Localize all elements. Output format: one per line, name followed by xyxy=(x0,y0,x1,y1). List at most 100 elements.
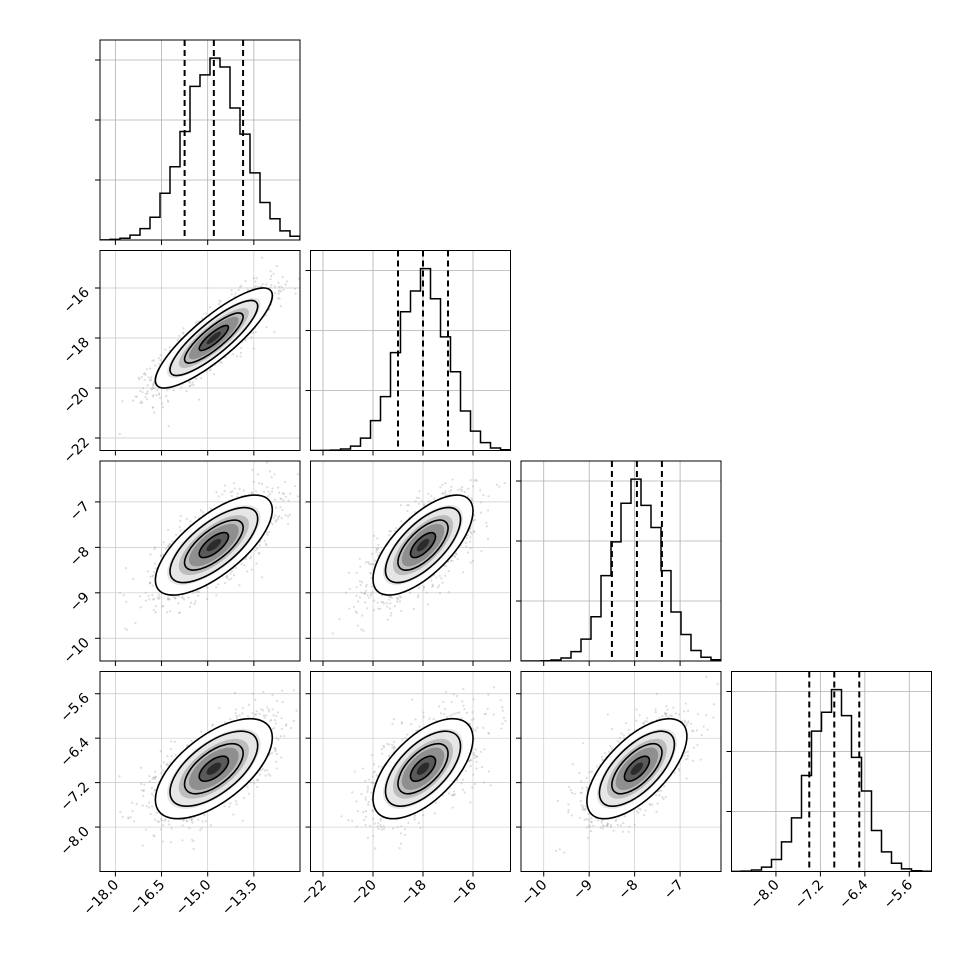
scatter-point xyxy=(415,496,419,499)
scatter-point xyxy=(389,530,392,533)
scatter-point xyxy=(151,384,155,387)
scatter-point xyxy=(271,708,274,711)
scatter-point xyxy=(217,583,220,586)
contour-3 xyxy=(154,494,274,596)
scatter-point xyxy=(282,288,285,291)
scatter-point xyxy=(377,547,380,550)
scatter-point xyxy=(169,610,172,613)
scatter-point xyxy=(408,591,412,594)
scatter-point xyxy=(152,382,155,385)
scatter-point xyxy=(162,769,165,773)
scatter-point xyxy=(191,381,195,384)
scatter-point xyxy=(174,597,177,600)
scatter-point xyxy=(166,399,169,402)
scatter-point xyxy=(453,555,457,558)
scatter-point xyxy=(364,591,367,595)
scatter-point xyxy=(261,256,264,259)
scatter-point xyxy=(151,395,154,398)
scatter-point xyxy=(267,530,271,534)
scatter-point xyxy=(153,548,156,551)
scatter-point xyxy=(179,514,182,517)
scatter-point xyxy=(254,280,257,283)
scatter-point xyxy=(157,392,161,395)
scatter-point xyxy=(456,558,459,561)
scatter-point xyxy=(275,714,278,718)
scatter-point xyxy=(319,442,321,444)
scatter-point xyxy=(229,491,232,494)
scatter-point xyxy=(118,591,122,594)
scatter-point xyxy=(398,595,401,598)
scatter-point xyxy=(365,583,368,586)
scatter-point xyxy=(480,549,483,553)
scatter-point xyxy=(388,595,391,598)
scatter-point xyxy=(271,727,274,731)
scatter-point xyxy=(239,355,242,358)
scatter-point xyxy=(274,514,277,517)
panel-frame xyxy=(310,460,511,662)
scatter-point xyxy=(215,594,218,597)
scatter-point xyxy=(289,492,292,495)
scatter-point xyxy=(161,553,164,556)
scatter-point xyxy=(185,389,188,393)
scatter-point xyxy=(459,488,463,491)
scatter-point xyxy=(388,530,391,533)
scatter-point xyxy=(228,578,231,581)
scatter-point xyxy=(427,492,430,496)
scatter-point xyxy=(246,288,249,291)
scatter-point xyxy=(457,488,460,491)
scatter-point xyxy=(251,692,255,695)
scatter-point xyxy=(144,828,148,831)
panel-2-2 xyxy=(516,460,722,666)
scatter-point xyxy=(154,567,157,570)
scatter-point xyxy=(400,520,403,523)
scatter-point xyxy=(283,480,287,483)
scatter-point xyxy=(441,483,444,486)
scatter-point xyxy=(171,540,174,543)
scatter-point xyxy=(470,532,473,535)
scatter-point xyxy=(167,425,170,428)
scatter-point xyxy=(244,558,247,561)
scatter-point xyxy=(250,555,253,558)
scatter-point xyxy=(158,363,161,366)
scatter-point xyxy=(393,529,396,533)
scatter-point xyxy=(400,609,403,612)
scatter-point xyxy=(389,595,393,598)
scatter-point xyxy=(149,367,152,370)
scatter-point xyxy=(430,579,433,582)
scatter-point xyxy=(252,277,255,280)
scatter-point xyxy=(261,282,264,286)
scatter-point xyxy=(393,605,396,608)
scatter-point xyxy=(268,308,271,311)
scatter-point xyxy=(150,388,153,391)
scatter-point xyxy=(348,607,351,610)
scatter-point xyxy=(168,598,171,601)
histogram-0 xyxy=(100,57,300,240)
scatter-point xyxy=(225,575,228,578)
scatter-point xyxy=(284,514,287,517)
scatter-point xyxy=(152,598,155,601)
scatter-point xyxy=(371,591,374,594)
scatter-point xyxy=(124,566,128,570)
contour-3 xyxy=(154,287,274,389)
scatter-point xyxy=(166,598,169,601)
scatter-point xyxy=(444,574,447,577)
scatter-point xyxy=(188,605,192,608)
scatter-point xyxy=(331,632,334,635)
scatter-point xyxy=(348,587,351,590)
scatter-point xyxy=(167,598,170,601)
scatter-point xyxy=(219,300,222,303)
scatter-point xyxy=(278,289,281,292)
scatter-point xyxy=(296,473,299,476)
scatter-point xyxy=(142,372,145,376)
scatter-point xyxy=(275,519,278,522)
scatter-point xyxy=(260,482,263,486)
scatter-point xyxy=(369,571,372,575)
scatter-point xyxy=(220,361,224,364)
scatter-point xyxy=(238,584,241,587)
scatter-point xyxy=(277,281,280,284)
scatter-point xyxy=(389,602,392,605)
scatter-point xyxy=(270,476,273,479)
scatter-point xyxy=(146,390,149,393)
scatter-point xyxy=(364,589,367,592)
scatter-point xyxy=(354,610,358,613)
